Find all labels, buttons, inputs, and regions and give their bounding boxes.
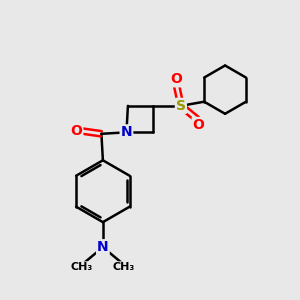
Text: CH₃: CH₃ <box>113 262 135 272</box>
Text: O: O <box>171 72 182 86</box>
Text: N: N <box>97 240 109 254</box>
Text: CH₃: CH₃ <box>70 262 93 272</box>
Text: S: S <box>176 99 186 113</box>
Text: N: N <box>121 125 132 139</box>
Text: O: O <box>193 118 205 132</box>
Text: O: O <box>70 124 82 138</box>
